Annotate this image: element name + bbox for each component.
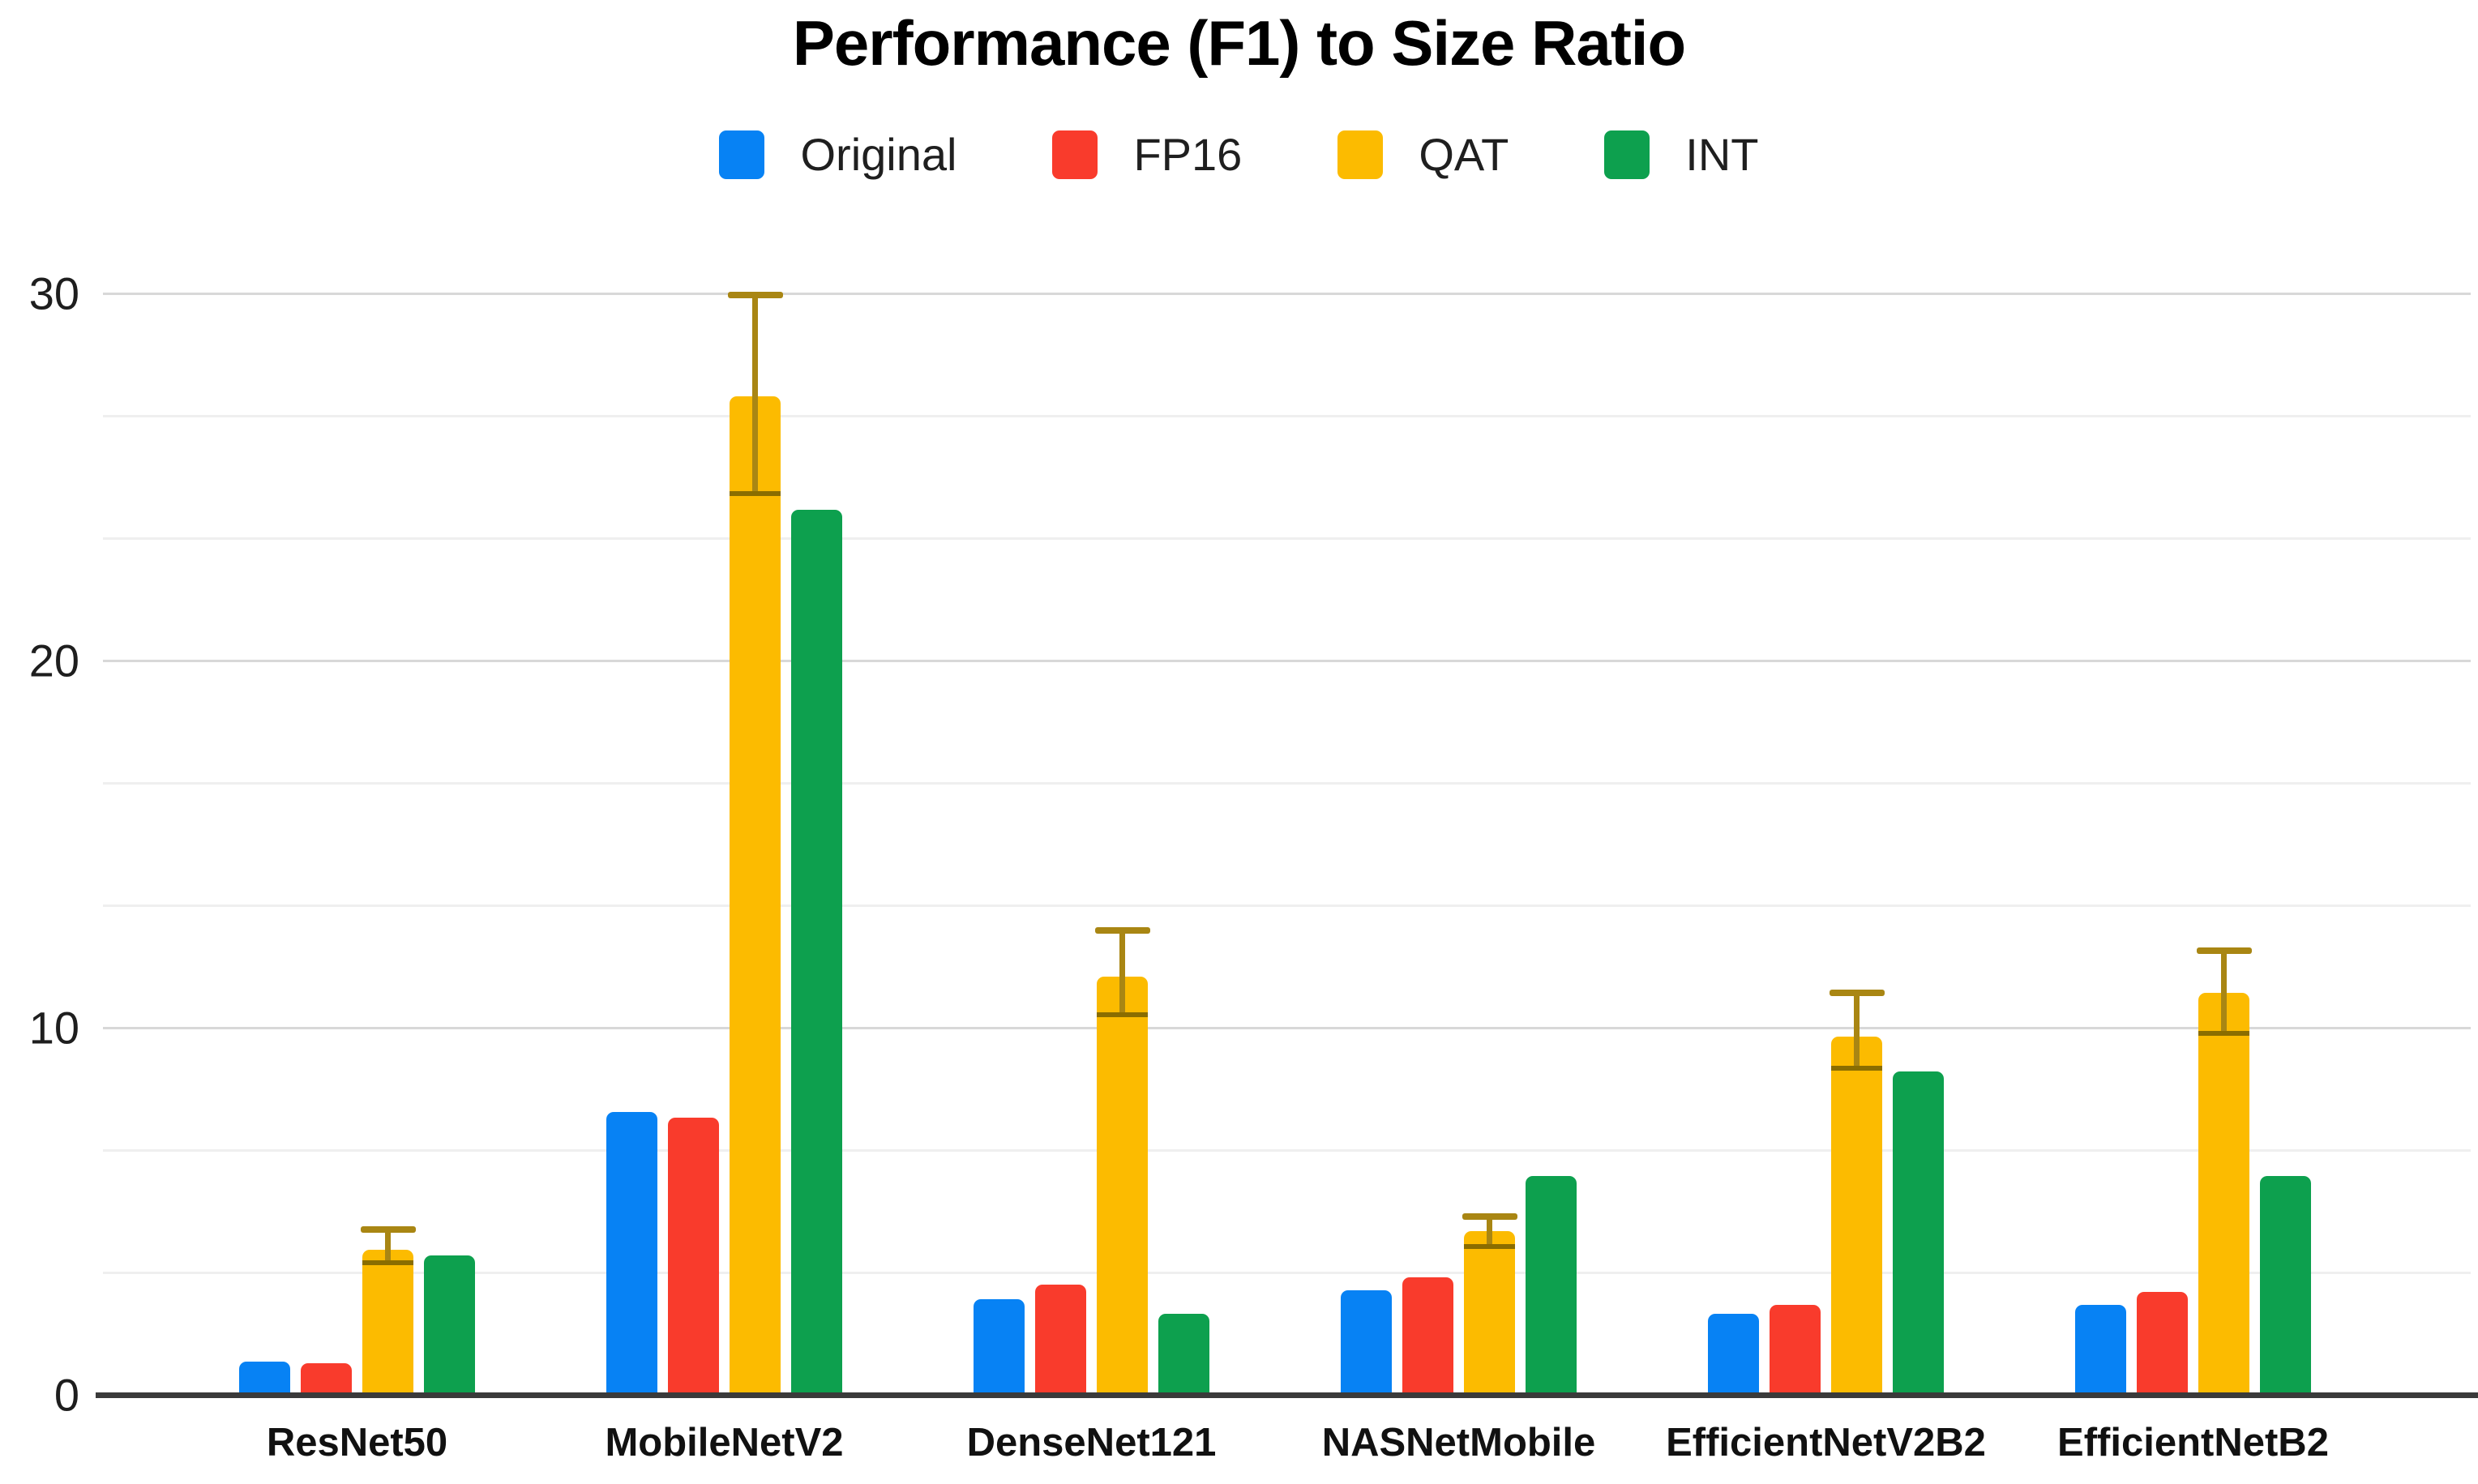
legend-swatch-fp16	[1052, 130, 1098, 179]
error-bar-cap-lower	[730, 490, 781, 496]
bar-fp16-resnet50	[301, 1363, 352, 1395]
legend-item-int: INT	[1604, 128, 1759, 181]
x-axis-category-label: EfficientNetV2B2	[1666, 1421, 1986, 1465]
x-axis-category-label: ResNet50	[266, 1421, 448, 1465]
bar-original-efficientnetb2	[2075, 1305, 2126, 1395]
bar-int-efficientnetv2b2	[1893, 1071, 1944, 1395]
x-axis-category-label: DenseNet121	[966, 1421, 1217, 1465]
legend-label: QAT	[1419, 129, 1509, 180]
legend-swatch-int	[1604, 130, 1650, 179]
bar-original-nasnetmobile	[1341, 1289, 1392, 1395]
error-bar-cap-lower	[1464, 1243, 1515, 1249]
error-bar-cap-upper	[360, 1226, 416, 1234]
y-axis-tick-label: 30	[28, 267, 79, 319]
bar-int-densenet121	[1158, 1314, 1209, 1395]
bar-qat-nasnetmobile	[1464, 1231, 1515, 1395]
error-bar-cap-upper	[727, 292, 783, 299]
bar-qat-mobilenetv2	[730, 396, 781, 1395]
bar-fp16-nasnetmobile	[1402, 1277, 1453, 1395]
bar-int-efficientnetb2	[2260, 1176, 2311, 1395]
bar-fp16-densenet121	[1035, 1285, 1086, 1395]
bar-fp16-efficientnetv2b2	[1770, 1305, 1821, 1395]
gridline-major	[103, 659, 2471, 662]
error-bar-cap-upper	[1829, 989, 1885, 996]
legend-item-fp16: FP16	[1052, 128, 1242, 181]
bar-original-efficientnetv2b2	[1708, 1314, 1759, 1395]
x-axis-category-label: MobileNetV2	[605, 1421, 844, 1465]
bar-qat-efficientnetb2	[2198, 992, 2249, 1395]
bar-original-densenet121	[974, 1299, 1025, 1395]
legend-label: FP16	[1133, 129, 1243, 180]
bar-fp16-efficientnetb2	[2137, 1292, 2188, 1395]
error-bar-cap-upper	[2196, 947, 2252, 954]
legend-label: Original	[800, 129, 957, 180]
y-axis-tick-label: 10	[28, 1002, 79, 1054]
bar-original-mobilenetv2	[606, 1112, 657, 1395]
bar-qat-efficientnetv2b2	[1831, 1037, 1882, 1395]
error-bar-cap-lower	[362, 1259, 413, 1265]
gridline-minor	[103, 1271, 2471, 1274]
legend-swatch-qat	[1337, 130, 1384, 179]
y-axis-tick-label: 0	[53, 1369, 79, 1421]
x-axis-category-label: NASNetMobile	[1321, 1421, 1596, 1465]
bar-int-mobilenetv2	[791, 510, 842, 1395]
x-axis-category-label: EfficientNetB2	[2057, 1421, 2329, 1465]
error-bar-stem	[2221, 950, 2227, 1033]
error-bar-cap-lower	[1097, 1012, 1148, 1018]
gridline-minor	[103, 781, 2471, 785]
x-axis-line	[96, 1392, 2478, 1398]
legend-swatch-original	[719, 130, 765, 179]
error-bar-cap-upper	[1094, 926, 1150, 934]
legend-item-original: Original	[719, 128, 957, 181]
legend-label: INT	[1685, 129, 1759, 180]
error-bar-stem	[1854, 992, 1860, 1068]
error-bar-stem	[385, 1230, 391, 1263]
bar-qat-resnet50	[362, 1250, 413, 1395]
chart-title: Performance (F1) to Size Ratio	[792, 7, 1686, 79]
bar-original-resnet50	[239, 1362, 290, 1395]
gridline-minor	[103, 904, 2471, 907]
y-axis-tick-label: 20	[28, 635, 79, 686]
legend: Original FP16 QAT INT	[0, 128, 2478, 181]
error-bar-stem	[1119, 930, 1125, 1016]
bar-int-resnet50	[424, 1255, 475, 1395]
gridline-minor	[103, 1148, 2471, 1152]
error-bar-cap-lower	[2198, 1030, 2249, 1036]
bar-fp16-mobilenetv2	[668, 1117, 719, 1395]
error-bar-stem	[752, 295, 758, 494]
gridline-minor	[103, 414, 2471, 417]
gridline-major	[103, 292, 2471, 295]
error-bar-cap-lower	[1831, 1065, 1882, 1071]
gridline-major	[103, 1026, 2471, 1029]
gridline-minor	[103, 537, 2471, 540]
bar-qat-densenet121	[1097, 976, 1148, 1395]
bar-int-nasnetmobile	[1526, 1176, 1577, 1395]
legend-item-qat: QAT	[1337, 128, 1509, 181]
error-bar-stem	[1487, 1217, 1492, 1247]
error-bar-cap-upper	[1462, 1213, 1517, 1221]
